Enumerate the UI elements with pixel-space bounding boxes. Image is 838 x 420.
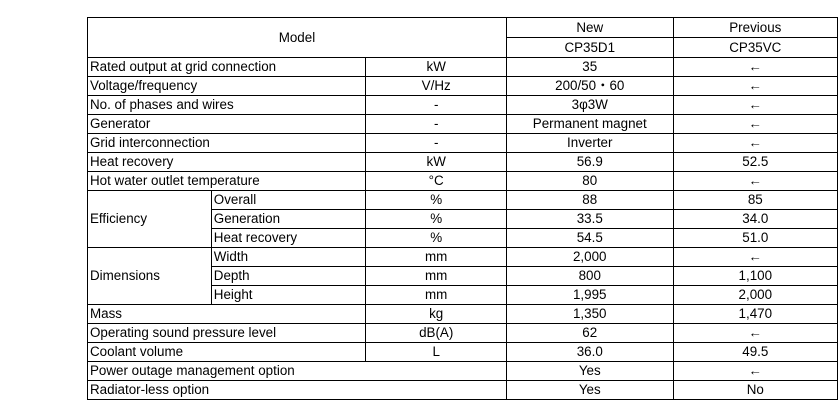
table-row: Voltage/frequency V/Hz 200/50・60 ← (86, 76, 838, 96)
previous-value: 2,000 (672, 285, 838, 305)
table-row: Efficiency Overall % 88 85 (87, 190, 838, 248)
sub-label: Overall (210, 190, 367, 210)
new-value: Yes (505, 361, 674, 381)
table-row: Hot water outlet temperature °C 80 ← (86, 171, 838, 191)
new-model-name: CP35D1 (505, 37, 674, 58)
previous-value: ← (672, 114, 838, 134)
new-value: 35 (505, 57, 674, 77)
unit-cell: V/Hz (365, 76, 507, 96)
spec-comparison-table: Model New Previous CP35D1 CP35VC Rated o… (86, 17, 838, 400)
row-label: No. of phases and wires (86, 95, 367, 115)
table-row: Generator - Permanent magnet ← (86, 114, 838, 134)
unit-cell: - (365, 95, 507, 115)
unit-cell: dB(A) (365, 323, 507, 343)
unit-cell: kW (365, 57, 507, 77)
group-label-dimensions: Dimensions (87, 247, 212, 305)
table-row: Heat recovery kW 56.9 52.5 (86, 152, 838, 172)
previous-value: ← (672, 247, 838, 267)
new-value: 56.9 (505, 152, 674, 172)
table-row: Grid interconnection - Inverter ← (86, 133, 838, 153)
sub-label: Generation (210, 209, 367, 229)
sub-label: Depth (210, 266, 367, 286)
unit-cell: °C (365, 171, 507, 191)
previous-value: 34.0 (672, 209, 838, 229)
table-row: Mass kg 1,350 1,470 (86, 304, 838, 324)
unit-cell: kW (365, 152, 507, 172)
table-row: Operating sound pressure level dB(A) 62 … (86, 323, 838, 343)
row-label: Hot water outlet temperature (86, 171, 367, 191)
row-label: Voltage/frequency (86, 76, 367, 96)
new-value: Inverter (505, 133, 674, 153)
new-value: 62 (505, 323, 674, 343)
sub-label: Width (210, 247, 367, 267)
unit-cell: L (365, 342, 507, 362)
previous-value: 51.0 (672, 228, 838, 248)
row-label: Rated output at grid connection (86, 57, 367, 77)
previous-value: No (672, 380, 838, 400)
unit-cell: - (365, 133, 507, 153)
row-label: Mass (86, 304, 367, 324)
previous-value: 49.5 (672, 342, 838, 362)
row-label: Heat recovery (86, 152, 367, 172)
previous-value: ← (672, 133, 838, 153)
row-label: Generator (86, 114, 367, 134)
sub-label: Height (210, 285, 367, 305)
row-label: Operating sound pressure level (86, 323, 367, 343)
row-label: Coolant volume (86, 342, 367, 362)
table-row: No. of phases and wires - 3φ3W ← (86, 95, 838, 115)
new-value: Yes (505, 380, 674, 400)
unit-cell: mm (365, 247, 507, 267)
new-value: 1,350 (505, 304, 674, 324)
previous-header: Previous (672, 17, 838, 38)
sub-label: Heat recovery (210, 228, 367, 248)
row-label: Grid interconnection (86, 133, 367, 153)
previous-value: ← (672, 323, 838, 343)
new-value: 3φ3W (505, 95, 674, 115)
new-value: 800 (505, 266, 674, 286)
new-value: Permanent magnet (505, 114, 674, 134)
new-value: 2,000 (505, 247, 674, 267)
table-row: Radiator-less option Yes No (87, 380, 838, 400)
unit-cell: % (365, 190, 507, 210)
group-label-efficiency: Efficiency (87, 190, 212, 248)
row-label: Power outage management option (87, 361, 507, 381)
new-value: 200/50・60 (505, 76, 674, 96)
table-row: Power outage management option Yes ← (87, 361, 838, 381)
new-value: 80 (505, 171, 674, 191)
previous-value: 85 (672, 190, 838, 210)
unit-cell: mm (365, 266, 507, 286)
new-value: 33.5 (505, 209, 674, 229)
unit-cell: % (365, 228, 507, 248)
previous-value: ← (672, 76, 838, 96)
previous-value: ← (672, 361, 838, 381)
previous-value: ← (672, 95, 838, 115)
new-value: 1,995 (505, 285, 674, 305)
unit-cell: % (365, 209, 507, 229)
table-row: Heat recovery % 54.5 51.0 (88, 228, 838, 248)
previous-value: 1,470 (672, 304, 838, 324)
previous-value: ← (672, 171, 838, 191)
table-row: Dimensions Width mm 2,000 ← (87, 247, 838, 305)
previous-value: ← (672, 57, 838, 77)
unit-cell: - (365, 114, 507, 134)
header-row-1: Model New Previous (87, 17, 838, 58)
new-value: 36.0 (505, 342, 674, 362)
model-header: Model (87, 17, 507, 58)
table-row: Coolant volume L 36.0 49.5 (86, 342, 838, 362)
new-header: New (505, 17, 674, 38)
previous-value: 52.5 (672, 152, 838, 172)
table-row: Rated output at grid connection kW 35 ← (86, 57, 838, 77)
row-label: Radiator-less option (87, 380, 507, 400)
previous-value: 1,100 (672, 266, 838, 286)
new-value: 88 (505, 190, 674, 210)
new-value: 54.5 (505, 228, 674, 248)
previous-model-name: CP35VC (672, 37, 838, 58)
unit-cell: kg (365, 304, 507, 324)
unit-cell: mm (365, 285, 507, 305)
